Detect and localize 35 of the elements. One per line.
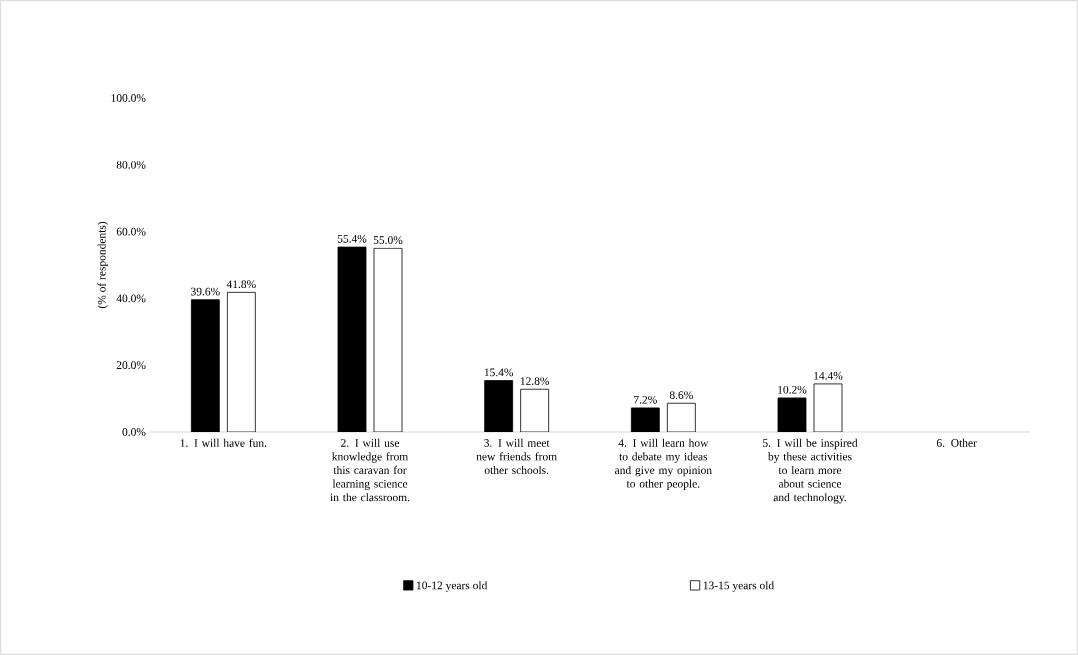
x-tick-label: 1. I will have fun. [180, 438, 267, 447]
bar [484, 380, 514, 432]
data-label: 8.6% [669, 391, 693, 399]
y-tick-label: 40.0% [116, 294, 146, 303]
data-label: 7.2% [634, 395, 657, 404]
bar [373, 247, 403, 432]
legend-label: 13-15 years old [703, 581, 774, 592]
bar [813, 383, 843, 432]
x-tick-label: 3. I will meet new friends from other schools. [476, 438, 557, 475]
bar [337, 246, 367, 432]
y-tick-label: 80.0% [116, 160, 146, 169]
x-tick-label: 5. I will be inspired by these activities to learn more about science and technology. [763, 438, 858, 504]
y-tick-label: 100.0% [111, 94, 146, 102]
bar [777, 397, 807, 432]
x-tick-label: 2. I will use knowledge from this caravan for learning science in the classroom. [330, 438, 410, 502]
y-tick-label: 20.0% [116, 361, 146, 370]
legend-label: 10-12 years old [417, 581, 488, 592]
x-tick-label: 4. I will learn how to debate my ideas and give my opinion to other people. [615, 438, 712, 490]
data-label: 14.4% [814, 371, 843, 380]
bar [666, 402, 696, 432]
data-label: 39.6% [191, 287, 220, 296]
bar [630, 407, 660, 432]
data-label: 12.8% [520, 377, 550, 385]
data-label: 55.0% [373, 236, 403, 245]
bar [226, 291, 256, 432]
y-tick-label: 60.0% [116, 227, 146, 236]
data-label: 41.8% [226, 280, 256, 289]
bar [520, 388, 550, 432]
bar [190, 299, 220, 432]
y-axis-title: (% of respondents) [97, 221, 108, 309]
data-label: 10.2% [778, 385, 807, 394]
data-label: 55.4% [337, 234, 367, 243]
x-tick-label: 6. Other [936, 438, 977, 447]
y-tick-label: 0.0% [122, 428, 146, 436]
data-label: 15.4% [484, 368, 514, 377]
